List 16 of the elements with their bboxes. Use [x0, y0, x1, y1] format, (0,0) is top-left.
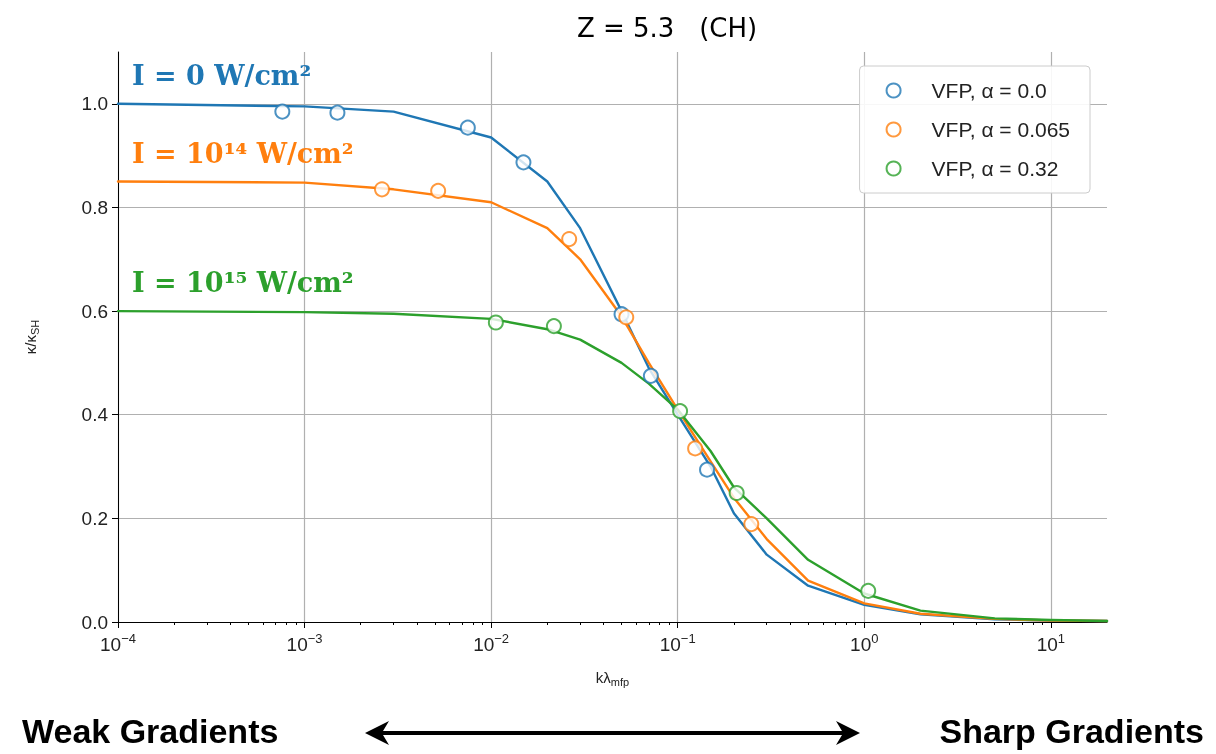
series-label: I = 0 W/cm² [132, 59, 312, 91]
y-axis-title: κ/κSH [22, 319, 41, 355]
series-label: I = 10¹⁵ W/cm² [132, 267, 354, 299]
y-tick-label: 0.0 [81, 611, 108, 633]
y-tick-label: 0.4 [81, 404, 109, 426]
text: Weak Gradients [22, 712, 279, 751]
text: Sharp Gradients [939, 712, 1204, 751]
y-tick-label: 0.6 [81, 300, 108, 322]
legend-label: VFP, α = 0.32 [931, 157, 1059, 180]
legend-label: VFP, α = 0.0 [931, 79, 1047, 102]
y-tick-label: 0.2 [81, 507, 108, 529]
y-tick-label: 1.0 [81, 93, 108, 115]
chart-title: Z = 5.3 (CH) [576, 13, 758, 43]
series-label: I = 10¹⁴ W/cm² [132, 137, 354, 169]
y-tick-label: 0.8 [81, 196, 108, 218]
legend-label: VFP, α = 0.065 [931, 118, 1071, 141]
